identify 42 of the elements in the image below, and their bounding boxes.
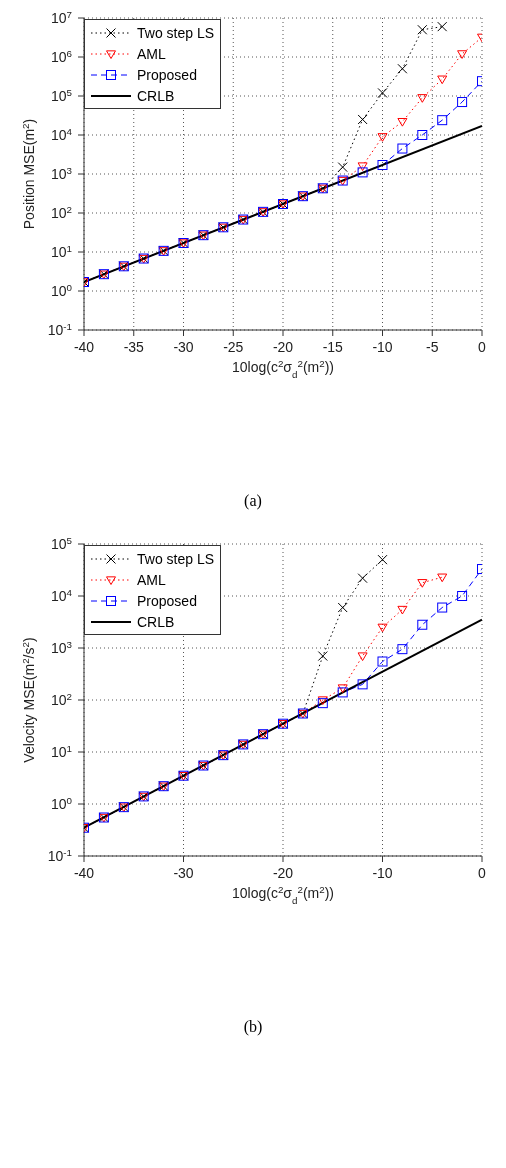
y-tick-label: 10$^{0}$ [50,281,73,299]
y-tick-label: 10$^{4}$ [50,125,73,143]
x-tick-label: 0 [478,865,487,881]
y-tick-label: 10$^{1}$ [50,242,72,260]
y-tick-label: 10$^{0}$ [50,794,73,812]
x-tick-label: -20 [272,339,294,355]
y-tick-label: 10$^{3}$ [50,638,73,656]
legend-label: CRLB [137,87,175,104]
x-tick-label: -10 [372,865,393,881]
x-tick-label: 0 [478,339,487,355]
legend-label: AML [137,45,166,62]
y-tick-label: 10$^{-1}$ [47,320,72,338]
legend-label: Proposed [137,592,197,609]
legend-label: Two step LS [137,550,215,567]
x-tick-label: -5 [426,339,439,355]
x-tick-label: -20 [272,865,294,881]
x-tick-label: -40 [73,865,95,881]
x-tick-label: -25 [223,339,244,355]
legend-label: Two step LS [137,24,215,41]
y-tick-label: 10$^{4}$ [50,586,73,604]
y-tick-label: 10$^{2}$ [50,203,72,221]
x-tick-label: -40 [73,339,95,355]
x-tick-label: -30 [173,865,194,881]
y-tick-label: 10$^{6}$ [50,47,73,65]
y-tick-label: 10$^{7}$ [50,8,72,26]
y-tick-label: 10$^{2}$ [50,690,72,708]
y-tick-label: 10$^{5}$ [50,86,73,104]
x-tick-label: -30 [173,339,194,355]
x-axis-title: 10log(c$^{2}$σ$_{d}$$^{2}$(m$^{2}$)) [231,883,335,906]
text: (a) [244,492,262,509]
x-tick-label: -35 [123,339,145,355]
y-tick-label: 10$^{1}$ [50,742,72,760]
legend-label: CRLB [137,613,175,630]
x-tick-label: -10 [372,339,393,355]
y-tick-label: 10$^{3}$ [50,164,73,182]
legend-label: Proposed [137,66,197,83]
y-tick-label: 10$^{-1}$ [47,846,72,864]
text: (b) [243,1018,263,1035]
legend-label: AML [137,571,166,588]
y-tick-label: 10$^{5}$ [50,534,73,552]
x-tick-label: -15 [322,339,344,355]
x-axis-title: 10log(c$^{2}$σ$_{d}$$^{2}$(m$^{2}$)) [231,357,335,380]
